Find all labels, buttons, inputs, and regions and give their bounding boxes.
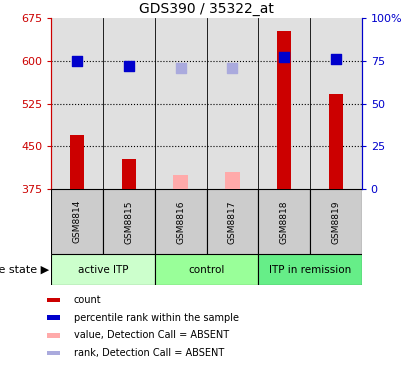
Bar [155,254,258,285]
Bar [310,189,362,254]
Bar [277,31,291,189]
Bar [47,333,60,337]
Bar [51,254,155,285]
Bar [310,18,362,189]
Title: GDS390 / 35322_at: GDS390 / 35322_at [139,2,274,16]
Bar [122,159,136,189]
Text: percentile rank within the sample: percentile rank within the sample [74,313,239,323]
Text: rank, Detection Call = ABSENT: rank, Detection Call = ABSENT [74,348,224,358]
Text: GSM8815: GSM8815 [125,200,134,243]
Bar [155,18,206,189]
Text: GSM8818: GSM8818 [279,200,289,243]
Bar [103,18,155,189]
Text: disease state ▶: disease state ▶ [0,265,49,275]
Bar [258,189,310,254]
Bar [51,189,103,254]
Bar [103,189,155,254]
Bar [258,254,362,285]
Bar [206,18,258,189]
Text: control: control [188,265,225,275]
Text: GSM8819: GSM8819 [331,200,340,243]
Bar [328,93,343,189]
Text: count: count [74,295,102,305]
Point [229,66,236,71]
Text: GSM8816: GSM8816 [176,200,185,243]
Bar [47,315,60,320]
Point [178,65,184,71]
Point [74,58,81,64]
Text: ITP in remission: ITP in remission [269,265,351,275]
Bar [47,351,60,355]
Point [332,56,339,62]
Point [281,54,287,60]
Text: GSM8817: GSM8817 [228,200,237,243]
Bar [206,189,258,254]
Bar [225,172,240,189]
Point [126,63,132,68]
Bar [155,189,206,254]
Text: value, Detection Call = ABSENT: value, Detection Call = ABSENT [74,330,229,340]
Bar [258,18,310,189]
Text: GSM8814: GSM8814 [73,200,82,243]
Bar [47,298,60,302]
Text: active ITP: active ITP [78,265,128,275]
Bar [173,175,188,189]
Bar [51,18,103,189]
Bar [70,135,85,189]
